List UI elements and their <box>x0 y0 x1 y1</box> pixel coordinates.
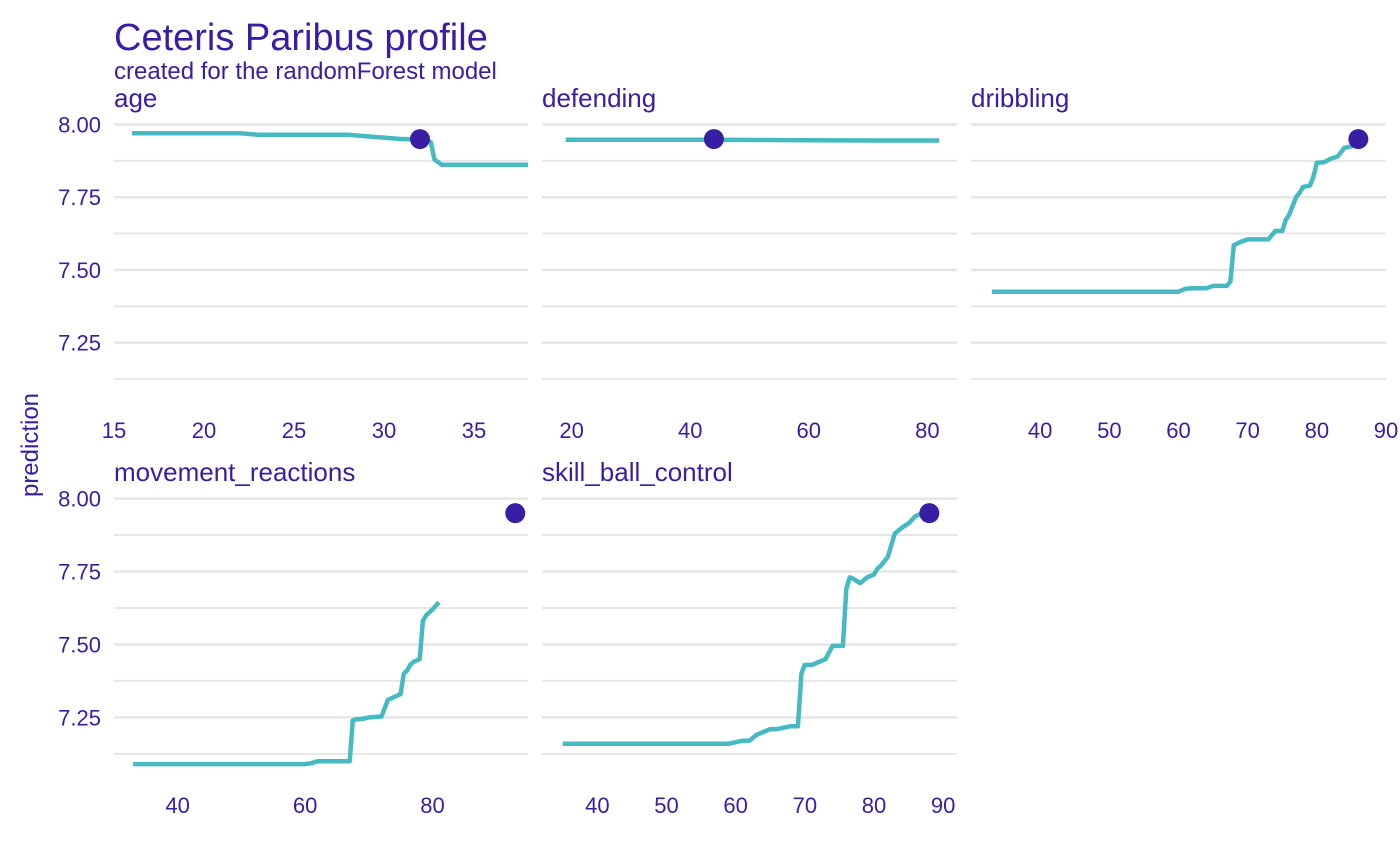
x-tick-label: 40 <box>165 793 189 818</box>
profile-line <box>562 510 930 746</box>
observation-point <box>919 503 940 524</box>
x-tick-label: 20 <box>192 418 216 443</box>
x-tick-label: 80 <box>1305 418 1329 443</box>
x-tick-label: 25 <box>282 418 306 443</box>
y-tick-label: 7.50 <box>58 632 101 657</box>
x-tick-label: 40 <box>678 418 702 443</box>
profile-line <box>565 137 940 143</box>
x-tick-label: 90 <box>931 793 955 818</box>
panel-strip-title: age <box>114 83 157 113</box>
x-tick-label: 40 <box>1028 418 1052 443</box>
x-tick-label: 50 <box>1097 418 1121 443</box>
observation-point <box>1348 129 1369 150</box>
panel-strip-title: skill_ball_control <box>542 457 733 487</box>
chart-title: Ceteris Paribus profile <box>114 17 488 59</box>
chart-subtitle: created for the randomForest model <box>114 58 497 85</box>
x-tick-label: 70 <box>1235 418 1259 443</box>
profile-line <box>991 136 1366 294</box>
x-tick-label: 90 <box>1374 418 1398 443</box>
panel-defending: defending 20 40 60 80 <box>542 83 957 443</box>
x-tick-label: 70 <box>793 793 817 818</box>
y-tick-label: 8.00 <box>58 487 101 512</box>
x-tick-label: 60 <box>797 418 821 443</box>
x-tick-label: 80 <box>915 418 939 443</box>
y-tick-label: 7.75 <box>58 185 101 210</box>
observation-point <box>703 129 724 150</box>
panels: age 7.25 7.50 7.75 8.00 15 20 25 30 35 defending 20… <box>58 83 1398 818</box>
panel-strip-title: dribbling <box>971 83 1069 113</box>
profile-line <box>132 131 528 167</box>
observation-point <box>410 129 430 150</box>
x-tick-label: 40 <box>585 793 609 818</box>
y-tick-label: 7.75 <box>58 560 101 585</box>
x-tick-label: 60 <box>1166 418 1190 443</box>
panel-age: age 7.25 7.50 7.75 8.00 15 20 25 30 35 <box>58 83 528 443</box>
x-tick-label: 60 <box>723 793 747 818</box>
panel-movement-reactions: movement_reactions 7.25 7.50 7.75 8.00 40 60 80 <box>58 457 528 818</box>
y-tick-label: 8.00 <box>58 113 101 138</box>
x-tick-label: 80 <box>420 793 444 818</box>
y-tick-label: 7.25 <box>58 331 101 356</box>
panel-dribbling: dribbling 40 50 60 70 80 90 <box>971 83 1398 443</box>
x-tick-label: 30 <box>372 418 396 443</box>
x-tick-label: 35 <box>462 418 486 443</box>
observation-point <box>505 503 526 524</box>
y-axis-label: prediction <box>17 393 44 497</box>
profile-line <box>133 600 441 767</box>
x-tick-label: 60 <box>293 793 317 818</box>
x-tick-label: 20 <box>559 418 583 443</box>
panel-strip-title: defending <box>542 83 656 113</box>
panel-strip-title: movement_reactions <box>114 457 355 487</box>
x-tick-label: 15 <box>102 418 126 443</box>
y-tick-label: 7.50 <box>58 258 101 283</box>
x-tick-label: 50 <box>654 793 678 818</box>
y-tick-label: 7.25 <box>58 705 101 730</box>
x-tick-label: 80 <box>862 793 886 818</box>
panel-skill-ball-control: skill_ball_control 40 50 60 70 80 90 <box>542 457 957 818</box>
